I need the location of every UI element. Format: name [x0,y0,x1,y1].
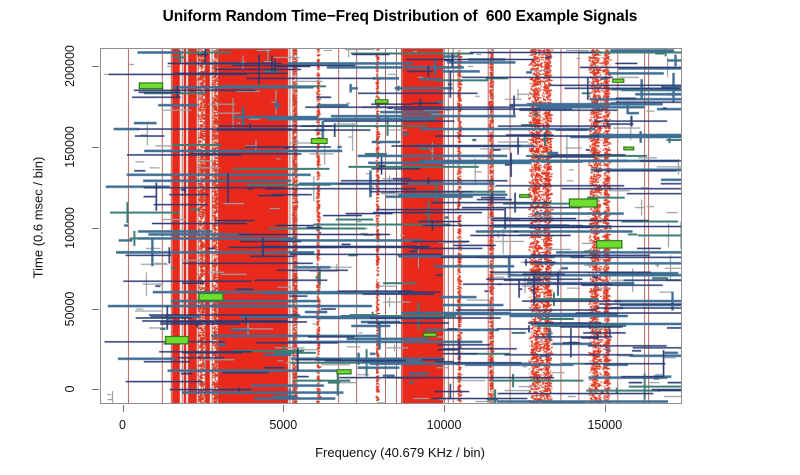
scatter-plot-canvas [101,49,681,403]
y-tick-mark [92,308,99,310]
y-tick-mark [92,389,99,391]
y-tick-label: 50000 [63,291,77,326]
y-tick-mark [92,146,99,148]
x-tick-mark [444,405,446,412]
x-tick-label: 5000 [269,418,298,432]
x-tick-label: 15000 [587,418,623,432]
y-tick-label: 0 [63,385,77,393]
x-tick-mark [604,405,606,412]
y-tick-label: 150000 [63,125,77,168]
y-tick-label: 100000 [63,206,77,249]
y-axis-label: Time (0.6 msec / bin) [30,156,46,279]
x-tick-mark [122,405,124,412]
y-tick-mark [92,227,99,229]
plot-area [100,48,682,404]
y-tick-label: 200000 [63,44,77,87]
x-tick-label: 0 [119,418,126,432]
x-axis-label: Frequency (40.679 KHz / bin) [315,445,485,460]
x-tick-mark [283,405,285,412]
chart-title: Uniform Random Time−Freq Distribution of… [162,8,638,25]
x-tick-label: 10000 [426,418,462,432]
y-tick-mark [92,65,99,67]
